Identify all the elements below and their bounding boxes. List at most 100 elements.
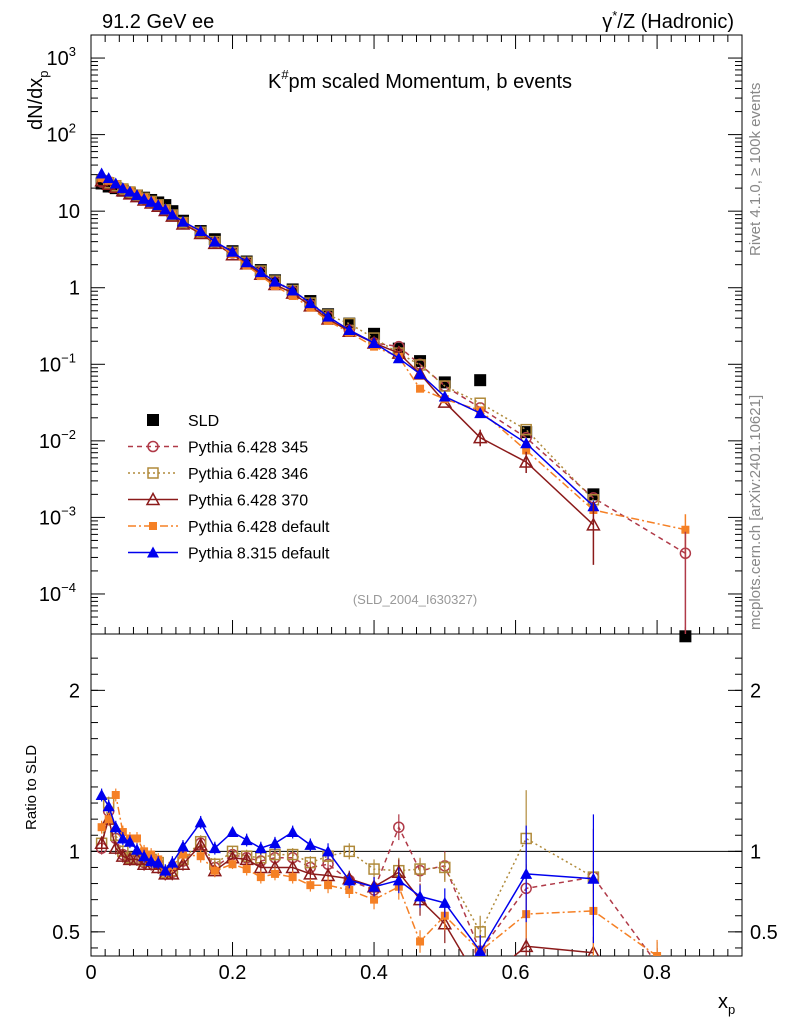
data-point (304, 297, 317, 309)
ratio-panel-frame (90, 633, 743, 957)
ratio-point (145, 855, 158, 867)
legend-marker (147, 440, 159, 453)
ratio-point (286, 848, 299, 861)
legend-label: Pythia 6.428 370 (188, 493, 308, 510)
ratio-y-tick-label: 2 (69, 680, 80, 702)
ratio-point (194, 816, 207, 828)
ratio-point (104, 815, 113, 824)
ratio-plot-layer: 0.5 0.5 1 1 2 2 0 0.2 0.4 0.6 0.8 (52, 657, 778, 984)
data-point (208, 235, 221, 247)
ratio-point (343, 874, 356, 886)
ratio-point (304, 838, 317, 850)
x-tick-label: 0.6 (502, 962, 530, 984)
legend-marker (149, 522, 157, 530)
y-tick-label: 1 (69, 278, 80, 300)
legend-label: Pythia 6.428 345 (188, 440, 308, 457)
chart-title: K#pm scaled Momentum, b events (268, 67, 572, 93)
data-point (288, 291, 297, 300)
ratio-point (196, 852, 205, 861)
y-tick-label: 10−1 (39, 350, 76, 376)
ratio-point (94, 835, 109, 850)
ratio-point (520, 867, 533, 879)
ratio-point (474, 945, 487, 956)
legend-marker (147, 467, 159, 479)
data-point (368, 336, 381, 348)
x-axis-label: xp (718, 991, 735, 1017)
data-point (522, 446, 531, 455)
data-point (109, 177, 122, 189)
ratio-point (345, 885, 354, 894)
ratio-series-group (94, 788, 662, 956)
ratio-y-axis-label: Ratio to SLD (23, 745, 40, 830)
ratio-point (95, 789, 108, 800)
ratio-point (242, 865, 251, 874)
legend: SLD Pythia 6.428 345 Pythia 6.428 346 Pythi… (128, 413, 330, 563)
ratio-point (175, 856, 191, 870)
ratio-point (254, 842, 267, 854)
data-point (679, 630, 692, 643)
ratio-point (115, 848, 131, 862)
data-point (438, 376, 451, 389)
ratio-point (343, 845, 356, 858)
data-point (176, 215, 189, 227)
ratio-point (122, 851, 138, 866)
ratio-point (368, 880, 381, 892)
ratio-y-tick-label: 0.5 (52, 922, 80, 944)
ratio-point (208, 842, 221, 854)
ratio-series-line (100, 810, 653, 956)
ratio-point (138, 850, 151, 862)
ratio-point (322, 845, 335, 857)
ratio-point (324, 881, 333, 890)
ratio-point (228, 860, 237, 869)
analysis-id-label: (SLD_2004_I630327) (353, 592, 477, 607)
series-line (101, 179, 594, 501)
y-tick-label: 10−3 (39, 503, 76, 529)
ratio-point (240, 834, 253, 846)
data-point (116, 182, 129, 194)
data-point (474, 407, 487, 419)
data-point (520, 437, 533, 449)
ratio-point (111, 791, 120, 799)
ratio-point (414, 890, 427, 902)
ratio-point (518, 938, 534, 953)
legend-marker (147, 546, 159, 558)
ratio-series-line (101, 794, 658, 956)
legend-label: Pythia 6.428 346 (188, 466, 308, 483)
ratio-y-tick-label: 1 (69, 841, 80, 863)
ratio-point (226, 826, 239, 838)
ratio-point (130, 843, 143, 855)
legend-label: SLD (188, 413, 219, 430)
data-point (414, 367, 427, 379)
x-tick-label: 0 (85, 962, 96, 984)
data-point (268, 275, 281, 287)
ratio-point (587, 872, 600, 884)
legend-marker (145, 491, 161, 506)
ratio-point (176, 840, 189, 852)
y-tick-label: 10 (58, 201, 80, 223)
data-point (138, 192, 151, 204)
data-point (520, 423, 532, 436)
ratio-point (256, 873, 265, 882)
series-line (101, 172, 594, 507)
rivet-version-label: Rivet 4.1.0, ≥ 100k events (747, 83, 764, 256)
ratio-point (270, 869, 279, 878)
ratio-point (102, 800, 115, 812)
y-axis-label: dN/dxp (25, 71, 51, 130)
ratio-point (653, 952, 662, 956)
ratio-point (368, 863, 380, 875)
data-point (392, 352, 405, 364)
ratio-point (392, 874, 405, 886)
ratio-point (438, 896, 451, 908)
ratio-point (116, 832, 129, 844)
data-point (145, 195, 158, 207)
ratio-point (97, 823, 106, 832)
energy-label: 91.2 GeV ee (102, 11, 214, 33)
data-point (416, 384, 425, 393)
y-tick-label: 102 (47, 121, 76, 147)
y-tick-label: 10−4 (39, 580, 76, 606)
series-line (101, 180, 594, 526)
data-point (286, 284, 299, 296)
data-point (102, 172, 115, 184)
